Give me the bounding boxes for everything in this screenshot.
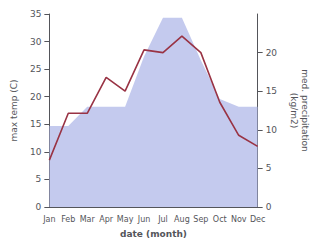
svg-text:25: 25 <box>30 64 41 74</box>
svg-text:Dec: Dec <box>250 215 265 224</box>
svg-text:10: 10 <box>30 147 42 157</box>
svg-text:5: 5 <box>36 174 42 184</box>
svg-text:(kg/m2): (kg/m2) <box>289 93 299 128</box>
svg-text:5: 5 <box>266 163 272 173</box>
svg-text:35: 35 <box>30 9 41 19</box>
svg-text:Jul: Jul <box>157 215 168 224</box>
svg-text:0: 0 <box>266 202 272 212</box>
svg-text:Feb: Feb <box>61 215 75 224</box>
svg-text:0: 0 <box>36 202 42 212</box>
svg-text:Sep: Sep <box>193 215 208 224</box>
svg-text:date (month): date (month) <box>120 229 187 239</box>
svg-text:Nov: Nov <box>231 215 247 224</box>
svg-text:max temp (C): max temp (C) <box>9 79 19 141</box>
svg-text:Apr: Apr <box>99 215 114 224</box>
svg-text:15: 15 <box>30 119 41 129</box>
svg-text:20: 20 <box>266 48 278 58</box>
svg-text:10: 10 <box>266 125 278 135</box>
svg-text:Jan: Jan <box>42 215 55 224</box>
svg-text:Aug: Aug <box>174 215 190 224</box>
svg-text:Jun: Jun <box>137 215 151 224</box>
svg-text:Oct: Oct <box>213 215 227 224</box>
svg-text:15: 15 <box>266 86 277 96</box>
svg-text:med. precipitation: med. precipitation <box>300 69 310 151</box>
svg-text:30: 30 <box>30 37 42 47</box>
svg-text:20: 20 <box>30 92 42 102</box>
svg-text:Mar: Mar <box>80 215 96 224</box>
svg-text:May: May <box>117 215 134 224</box>
